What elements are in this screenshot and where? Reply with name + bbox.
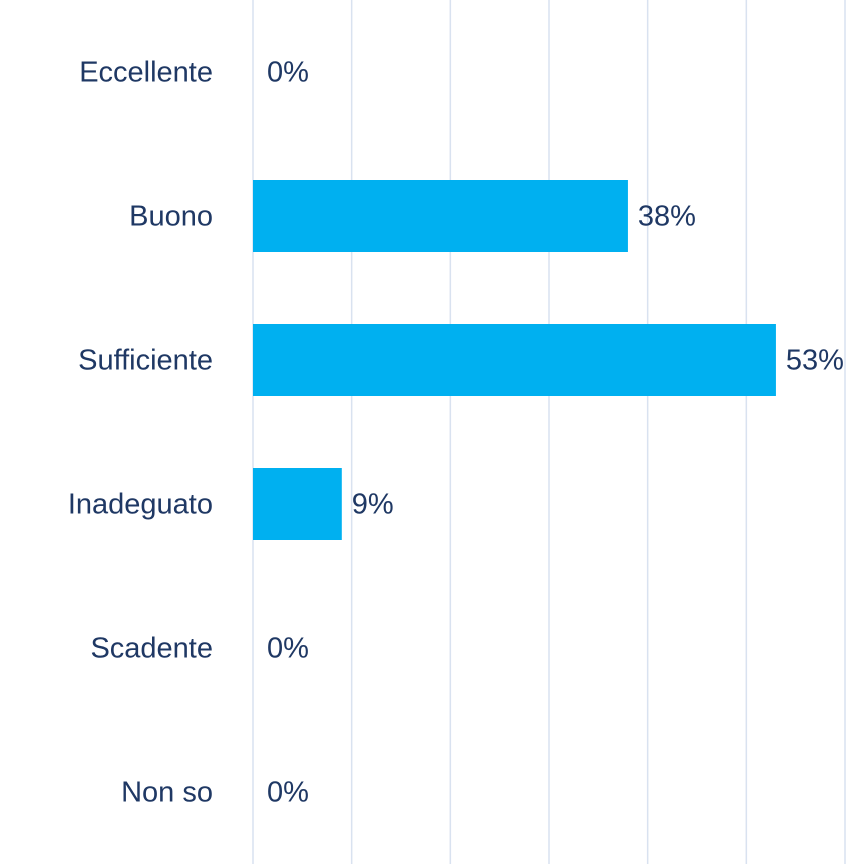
category-label: Inadeguato [68,489,213,521]
bar [253,324,776,396]
category-label: Scadente [90,633,213,665]
value-label: 0% [267,777,309,809]
value-label: 0% [267,57,309,89]
category-label: Non so [121,777,213,809]
value-label: 9% [352,489,394,521]
value-label: 53% [786,345,844,377]
bar [253,468,342,540]
category-label: Buono [129,201,213,233]
value-label: 38% [638,201,696,233]
category-label: Sufficiente [78,345,213,377]
bar [253,180,628,252]
category-label: Eccellente [79,57,213,89]
value-label: 0% [267,633,309,665]
